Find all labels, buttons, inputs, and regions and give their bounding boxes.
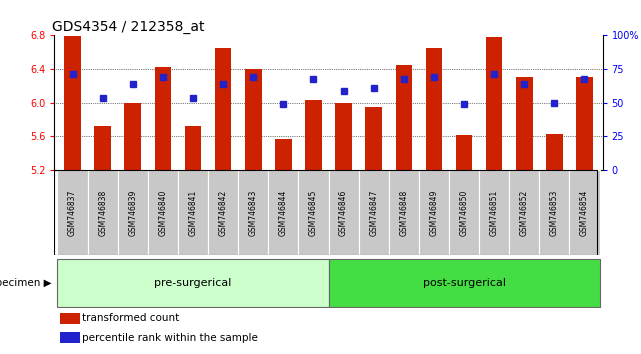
Text: GSM746847: GSM746847 <box>369 189 378 236</box>
Bar <box>395 65 412 170</box>
Bar <box>365 107 382 170</box>
Bar <box>269 170 299 255</box>
Bar <box>516 78 533 170</box>
Text: GSM746846: GSM746846 <box>339 189 348 236</box>
Bar <box>509 170 539 255</box>
Text: post-surgerical: post-surgerical <box>422 278 506 288</box>
Text: GSM746852: GSM746852 <box>520 189 529 235</box>
Bar <box>426 48 442 170</box>
Text: transformed count: transformed count <box>82 313 179 323</box>
Bar <box>479 170 509 255</box>
Bar <box>118 170 148 255</box>
Bar <box>335 103 352 170</box>
Bar <box>328 259 599 307</box>
Bar <box>456 135 472 170</box>
Text: GSM746848: GSM746848 <box>399 189 408 235</box>
Text: GDS4354 / 212358_at: GDS4354 / 212358_at <box>52 21 204 34</box>
Bar <box>148 170 178 255</box>
Text: specimen ▶: specimen ▶ <box>0 278 51 288</box>
Bar <box>358 170 388 255</box>
Text: GSM746854: GSM746854 <box>580 189 589 236</box>
Bar <box>569 170 599 255</box>
Text: GSM746851: GSM746851 <box>490 189 499 235</box>
Bar <box>388 170 419 255</box>
Text: GSM746841: GSM746841 <box>188 189 197 235</box>
Bar <box>154 67 171 170</box>
Bar <box>275 139 292 170</box>
Bar <box>299 170 328 255</box>
Bar <box>449 170 479 255</box>
Bar <box>64 36 81 170</box>
Text: GSM746839: GSM746839 <box>128 189 137 236</box>
Bar <box>305 100 322 170</box>
Bar <box>185 126 201 170</box>
Bar <box>238 170 269 255</box>
Bar <box>245 69 262 170</box>
Bar <box>486 37 503 170</box>
Text: GSM746838: GSM746838 <box>98 189 107 235</box>
Text: GSM746844: GSM746844 <box>279 189 288 236</box>
Text: GSM746853: GSM746853 <box>550 189 559 236</box>
Text: GSM746845: GSM746845 <box>309 189 318 236</box>
Bar <box>215 48 231 170</box>
Bar <box>208 170 238 255</box>
Text: GSM746843: GSM746843 <box>249 189 258 236</box>
Bar <box>124 103 141 170</box>
Bar <box>58 170 88 255</box>
Bar <box>539 170 569 255</box>
Text: pre-surgerical: pre-surgerical <box>154 278 231 288</box>
Text: GSM746837: GSM746837 <box>68 189 77 236</box>
Bar <box>546 134 563 170</box>
Text: GSM746842: GSM746842 <box>219 189 228 235</box>
Bar <box>178 170 208 255</box>
Text: GSM746849: GSM746849 <box>429 189 438 236</box>
Text: percentile rank within the sample: percentile rank within the sample <box>82 332 258 343</box>
Bar <box>576 78 593 170</box>
Bar <box>419 170 449 255</box>
Bar <box>58 259 328 307</box>
Bar <box>60 332 79 343</box>
Bar <box>94 126 111 170</box>
Text: GSM746840: GSM746840 <box>158 189 167 236</box>
Text: GSM746850: GSM746850 <box>460 189 469 236</box>
Bar <box>60 313 79 324</box>
Bar <box>328 170 358 255</box>
Bar <box>88 170 118 255</box>
